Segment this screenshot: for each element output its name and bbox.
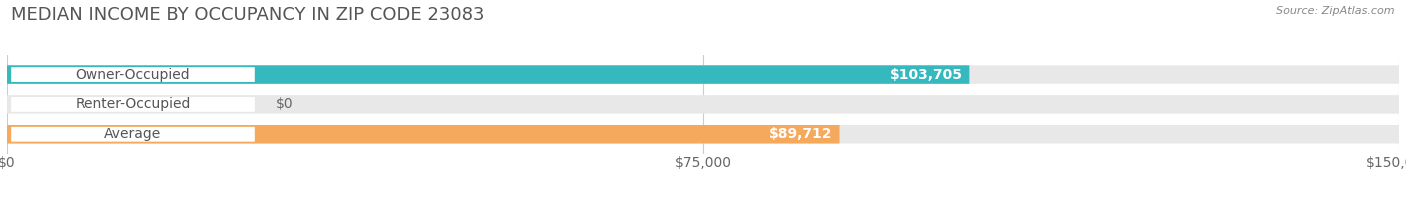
Text: Average: Average bbox=[104, 127, 162, 141]
Text: Owner-Occupied: Owner-Occupied bbox=[76, 68, 190, 82]
Text: Renter-Occupied: Renter-Occupied bbox=[76, 97, 191, 112]
FancyBboxPatch shape bbox=[7, 65, 969, 84]
FancyBboxPatch shape bbox=[11, 97, 254, 112]
FancyBboxPatch shape bbox=[7, 65, 1399, 84]
FancyBboxPatch shape bbox=[7, 125, 839, 143]
Text: Source: ZipAtlas.com: Source: ZipAtlas.com bbox=[1277, 6, 1395, 16]
FancyBboxPatch shape bbox=[7, 95, 1399, 114]
Text: MEDIAN INCOME BY OCCUPANCY IN ZIP CODE 23083: MEDIAN INCOME BY OCCUPANCY IN ZIP CODE 2… bbox=[11, 6, 485, 24]
FancyBboxPatch shape bbox=[7, 125, 1399, 143]
Text: $0: $0 bbox=[276, 97, 294, 112]
Text: $103,705: $103,705 bbox=[890, 68, 963, 82]
FancyBboxPatch shape bbox=[11, 67, 254, 82]
Text: $89,712: $89,712 bbox=[769, 127, 832, 141]
FancyBboxPatch shape bbox=[11, 127, 254, 142]
